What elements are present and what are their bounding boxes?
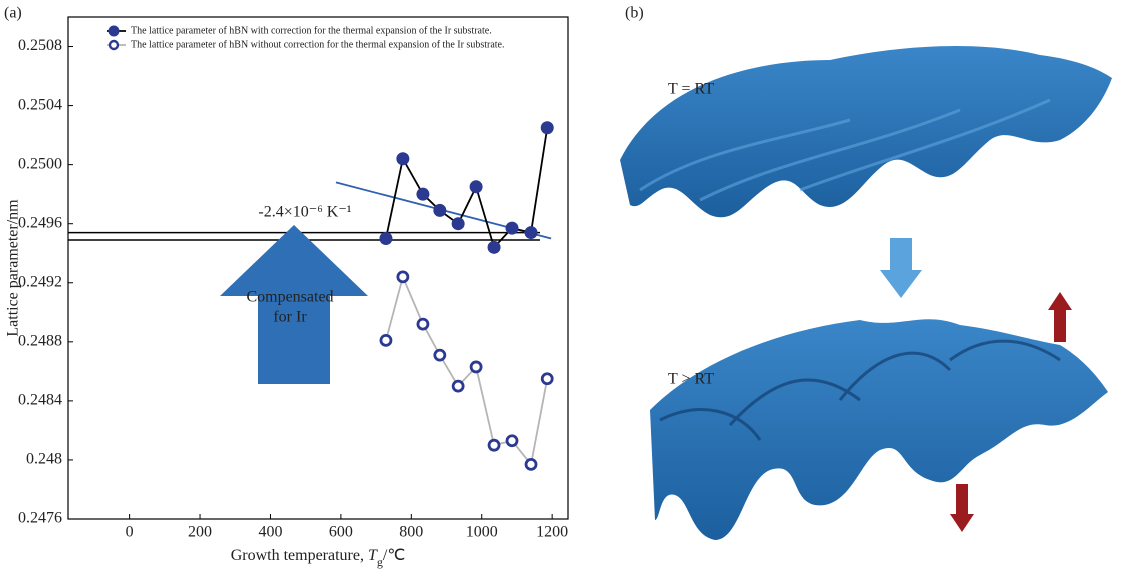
- data-point: [524, 457, 538, 471]
- y-tick-label: 0.2488: [18, 332, 62, 349]
- x-tick-label: 600: [329, 524, 353, 541]
- panel-label: (b): [625, 5, 644, 22]
- annotation: Compensated: [246, 289, 333, 306]
- data-point: [540, 372, 554, 386]
- surface-heated: [650, 319, 1108, 540]
- data-point: [505, 434, 519, 448]
- data-point: [540, 121, 554, 135]
- x-axis-label: Growth temperature, Tg/℃: [231, 547, 406, 569]
- y-tick-label: 0.2500: [18, 155, 62, 172]
- y-tick-label: 0.2476: [18, 510, 62, 527]
- y-tick-label: 0.2492: [18, 273, 62, 290]
- x-tick-label: 400: [258, 524, 282, 541]
- series-line: [385, 274, 549, 467]
- y-tick-label: 0.2508: [18, 37, 62, 54]
- state-label: T > RT: [668, 371, 714, 388]
- data-point: [433, 348, 447, 362]
- x-axis-label-part: /℃: [383, 547, 405, 564]
- data-point: [451, 379, 465, 393]
- state-label: T = RT: [668, 81, 714, 98]
- data-point: [433, 203, 447, 217]
- data-point: [416, 187, 430, 201]
- data-point: [396, 152, 410, 166]
- x-axis-label-part: T: [368, 547, 378, 564]
- data-point: [469, 180, 483, 194]
- y-tick-label: 0.2496: [18, 214, 62, 231]
- legend-label: The lattice parameter of hBN without cor…: [131, 39, 504, 50]
- y-tick-label: 0.2484: [18, 392, 62, 409]
- legend-label: The lattice parameter of hBN with correc…: [131, 25, 492, 36]
- arrow: [880, 238, 922, 298]
- data-point: [379, 231, 393, 245]
- legend-marker: [108, 25, 120, 37]
- x-tick-label: 1000: [466, 524, 498, 541]
- annotation: for Ir: [273, 309, 307, 326]
- data-point: [505, 221, 519, 235]
- annotation: -2.4×10⁻⁶ K⁻¹: [258, 204, 351, 221]
- legend-marker: [108, 39, 120, 51]
- x-tick-label: 200: [188, 524, 212, 541]
- x-tick-label: 800: [399, 524, 423, 541]
- arrow: [950, 484, 974, 532]
- plot-frame: [67, 16, 569, 520]
- y-tick-label: 0.2504: [18, 96, 62, 113]
- data-point: [379, 333, 393, 347]
- data-point: [487, 240, 501, 254]
- arrow: [1048, 292, 1072, 342]
- series-line: [385, 127, 549, 250]
- x-axis-label-part: Growth temperature,: [231, 547, 368, 564]
- data-point: [451, 217, 465, 231]
- data-point: [469, 360, 483, 374]
- panel-label: (a): [4, 5, 22, 22]
- surface-rt: [620, 45, 1112, 218]
- data-point: [416, 317, 430, 331]
- y-tick-label: 0.248: [26, 451, 62, 468]
- data-point: [487, 438, 501, 452]
- x-tick-label: 1200: [536, 524, 568, 541]
- y-axis-label: Lattice parameter/nm: [5, 199, 22, 337]
- x-axis-label-part: g: [377, 555, 383, 569]
- x-tick-label: 0: [126, 524, 134, 541]
- arrow: [220, 225, 368, 384]
- data-point: [524, 226, 538, 240]
- data-point: [396, 270, 410, 284]
